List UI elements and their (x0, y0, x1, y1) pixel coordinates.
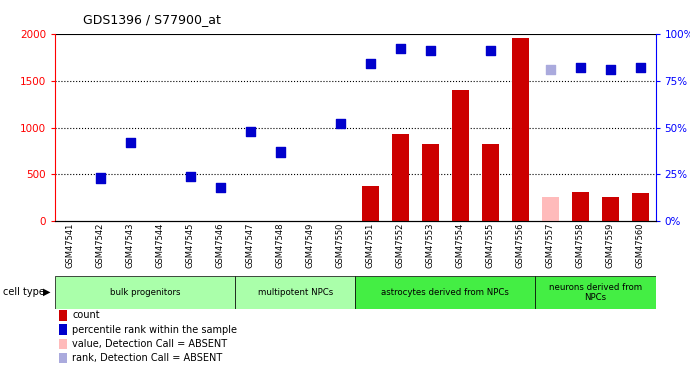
Point (365, 61, 376, 67)
Point (185, 173, 196, 179)
Text: neurons derived from
NPCs: neurons derived from NPCs (549, 283, 642, 302)
Bar (572, 192, 589, 221)
Bar (392, 134, 408, 221)
Point (95, 175, 106, 181)
Bar (62, 220, 79, 221)
Text: GSM47555: GSM47555 (486, 222, 495, 268)
Point (125, 140, 136, 146)
Bar (302, 220, 319, 221)
Bar (422, 144, 439, 221)
Text: GSM47541: GSM47541 (66, 222, 75, 268)
Bar (535, 276, 656, 309)
Bar (355, 276, 535, 309)
Point (215, 184, 226, 190)
Text: GSM47548: GSM47548 (276, 222, 285, 268)
Text: GSM47542: GSM47542 (96, 222, 105, 268)
Text: value, Detection Call = ABSENT: value, Detection Call = ABSENT (72, 339, 228, 349)
Bar (212, 220, 228, 221)
Point (425, 48, 436, 54)
Text: cell type: cell type (3, 287, 46, 297)
Bar (242, 220, 259, 221)
Text: GSM47559: GSM47559 (606, 222, 615, 268)
Point (485, 48, 496, 54)
Bar (542, 197, 559, 221)
Bar (182, 220, 199, 221)
Text: GSM47544: GSM47544 (156, 222, 165, 268)
Text: GSM47547: GSM47547 (246, 222, 255, 268)
Bar (92, 220, 108, 221)
Text: multipotent NPCs: multipotent NPCs (257, 288, 333, 297)
Bar (55, 276, 235, 309)
Text: GSM47560: GSM47560 (636, 222, 645, 268)
Text: GSM47543: GSM47543 (126, 222, 135, 268)
Bar (122, 220, 139, 221)
Bar (482, 144, 499, 221)
Text: count: count (72, 310, 100, 320)
Bar (602, 197, 619, 221)
Text: ▶: ▶ (43, 287, 50, 297)
Text: GSM47549: GSM47549 (306, 222, 315, 268)
Point (575, 64, 586, 70)
Text: GSM47558: GSM47558 (576, 222, 585, 268)
Text: GSM47552: GSM47552 (396, 222, 405, 268)
Text: GSM47551: GSM47551 (366, 222, 375, 268)
Text: GSM47553: GSM47553 (426, 222, 435, 268)
Point (635, 64, 646, 70)
Point (275, 149, 286, 155)
Bar (512, 38, 529, 221)
Text: astrocytes derived from NPCs: astrocytes derived from NPCs (382, 288, 509, 297)
Bar (452, 90, 469, 221)
Point (335, 121, 346, 127)
Point (605, 66, 616, 72)
Text: GSM47556: GSM47556 (516, 222, 525, 268)
Text: GSM47545: GSM47545 (186, 222, 195, 268)
Bar (272, 220, 288, 221)
Point (395, 46, 406, 52)
Text: GSM47546: GSM47546 (216, 222, 225, 268)
Text: GSM47554: GSM47554 (456, 222, 465, 268)
Bar (362, 186, 379, 221)
Text: GSM47557: GSM47557 (546, 222, 555, 268)
Text: GDS1396 / S77900_at: GDS1396 / S77900_at (83, 13, 221, 26)
Bar (632, 193, 649, 221)
Text: bulk progenitors: bulk progenitors (110, 288, 181, 297)
Bar (152, 220, 168, 221)
Point (245, 128, 256, 134)
Bar (332, 220, 348, 221)
Text: rank, Detection Call = ABSENT: rank, Detection Call = ABSENT (72, 353, 223, 363)
Text: percentile rank within the sample: percentile rank within the sample (72, 325, 237, 334)
Bar (235, 276, 355, 309)
Point (545, 66, 556, 72)
Text: GSM47550: GSM47550 (336, 222, 345, 268)
